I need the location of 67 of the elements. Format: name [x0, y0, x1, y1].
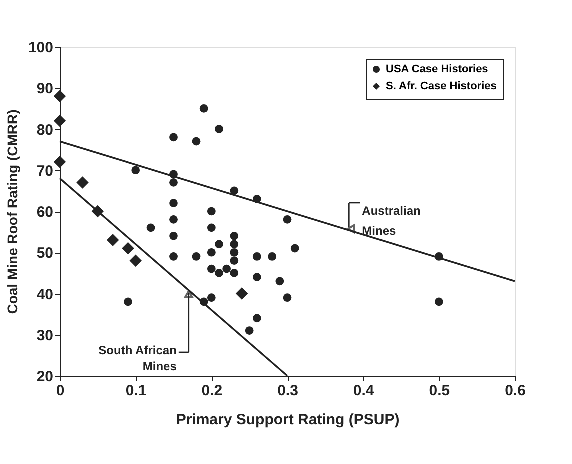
point [132, 166, 140, 175]
x-tick-label: 0.1 [126, 382, 147, 400]
point [268, 252, 277, 261]
point [252, 273, 262, 282]
point [207, 207, 216, 216]
y-tick-label: 50 [36, 245, 54, 262]
point [54, 114, 66, 128]
point [283, 294, 292, 302]
point [230, 248, 239, 257]
annotation: South African Mines [98, 343, 178, 374]
point [215, 125, 224, 134]
point [54, 156, 66, 168]
point [170, 216, 178, 224]
point [170, 199, 178, 208]
point [122, 242, 134, 255]
point [124, 298, 132, 306]
point [222, 264, 232, 274]
y-tick-label: 90 [36, 80, 54, 98]
point [170, 252, 178, 261]
point [200, 104, 208, 113]
point [276, 277, 284, 286]
point [230, 256, 239, 266]
point [230, 269, 239, 278]
point [170, 133, 178, 142]
point [252, 314, 262, 323]
point [252, 252, 262, 261]
x-axis-title: Primary Support Rating (PSUP) [176, 412, 400, 428]
y-tick-label: 60 [36, 204, 54, 221]
point [207, 264, 216, 274]
point [192, 252, 201, 261]
point [192, 137, 201, 146]
x-tick-label: 0 [56, 382, 65, 400]
point [170, 232, 178, 240]
point [215, 269, 224, 278]
annotation: Australian Mines [362, 204, 421, 238]
point [230, 232, 239, 240]
point [130, 254, 142, 267]
point [230, 240, 239, 249]
point [170, 178, 178, 187]
legend-label: S. Afr. Case Histories [386, 80, 497, 92]
y-tick-label: 30 [36, 327, 54, 344]
x-tick-label: 0.4 [353, 382, 375, 400]
x-tick-label: 0.2 [202, 382, 223, 400]
legend-label: USA Case Histories [386, 64, 488, 76]
x-tick-label: 0.3 [278, 382, 298, 400]
point [54, 90, 66, 102]
y-tick-label: 80 [36, 122, 54, 139]
point [245, 326, 254, 335]
point [146, 224, 156, 232]
y-tick-label: 70 [36, 162, 54, 180]
y-tick-label: 40 [36, 286, 54, 304]
point [207, 248, 216, 257]
point [76, 176, 89, 189]
point [207, 224, 216, 232]
point [236, 288, 248, 300]
point [283, 216, 292, 224]
point [230, 186, 239, 196]
point [434, 298, 444, 306]
point [106, 234, 120, 246]
point [215, 240, 224, 249]
x-tick-label: 0.5 [429, 382, 450, 400]
y-axis-title: Coal Mine Roof Rating (CMRR) [4, 110, 20, 314]
point [290, 244, 300, 253]
point [207, 294, 216, 302]
x-tick-label: 0.6 [505, 382, 526, 400]
y-tick-label: 100 [28, 40, 54, 56]
y-tick-label: 20 [36, 368, 54, 386]
